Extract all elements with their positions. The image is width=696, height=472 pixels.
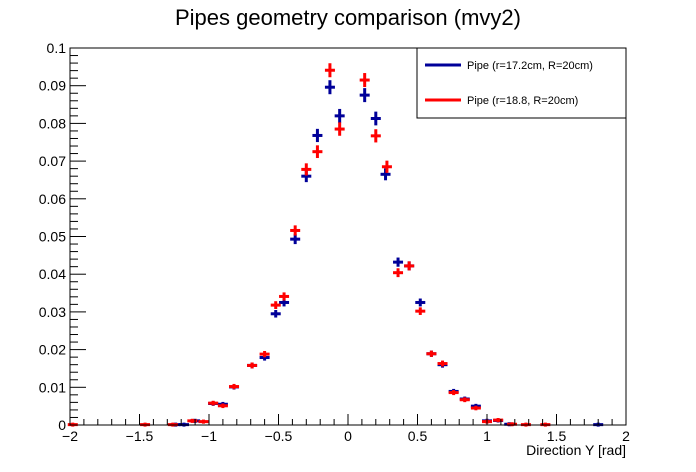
- data-layer: [67, 63, 604, 427]
- x-tick-label: 2: [622, 428, 630, 444]
- data-point: [187, 418, 198, 423]
- data-point: [381, 160, 392, 173]
- legend-entry: Pipe (r=18.8, R=20cm): [425, 95, 578, 107]
- data-point: [270, 310, 281, 318]
- data-point: [324, 80, 335, 95]
- chart-title: Pipes geometry comparison (mvy2): [175, 5, 521, 30]
- data-point: [247, 362, 258, 369]
- y-tick-label: 0.03: [39, 304, 66, 320]
- data-point: [370, 129, 381, 143]
- data-point: [470, 405, 481, 411]
- data-point: [208, 400, 219, 406]
- y-tick-label: 0: [58, 417, 66, 433]
- y-tick-label: 0.01: [39, 379, 66, 395]
- y-tick-label: 0.05: [39, 229, 66, 245]
- data-point: [437, 360, 448, 367]
- x-tick-label: 0.5: [408, 428, 428, 444]
- data-point: [312, 145, 323, 159]
- data-point: [426, 350, 437, 357]
- data-point: [290, 234, 301, 245]
- data-point: [217, 403, 228, 409]
- series-2: [67, 63, 551, 427]
- data-point: [359, 73, 370, 88]
- data-point: [415, 298, 426, 307]
- y-tick-label: 0.02: [39, 342, 66, 358]
- y-tick-label: 0.1: [47, 40, 67, 56]
- legend-entry: Pipe (r=17.2cm, R=20cm): [425, 60, 593, 72]
- data-point: [290, 225, 301, 236]
- data-point: [334, 108, 345, 123]
- y-tick-label: 0.04: [39, 266, 66, 282]
- x-axis-title: Direction Y [rad]: [526, 442, 626, 458]
- axes: −2 −1.5 −1 −0.5 0 0.5 1 1.5 2 0 0.01 0.02 0.03 0.04 0.…: [39, 40, 630, 444]
- data-point: [459, 397, 470, 403]
- series-1: [170, 80, 604, 427]
- legend-label: Pipe (r=17.2cm, R=20cm): [467, 60, 593, 72]
- y-tick-label: 0.09: [39, 78, 66, 94]
- y-tick-label: 0.08: [39, 115, 66, 131]
- data-point: [448, 390, 459, 396]
- data-point: [493, 418, 504, 423]
- legend-entries: Pipe (r=17.2cm, R=20cm) Pipe (r=18.8, R=2…: [425, 60, 593, 107]
- legend-label: Pipe (r=18.8, R=20cm): [467, 95, 578, 107]
- y-tick-label: 0.07: [39, 153, 66, 169]
- data-point: [270, 301, 281, 310]
- data-point: [393, 257, 404, 267]
- data-point: [393, 268, 404, 278]
- data-point: [198, 419, 209, 424]
- data-point: [404, 261, 415, 271]
- data-point: [359, 88, 370, 103]
- data-point: [334, 122, 345, 136]
- legend-box: [416, 47, 627, 119]
- data-point: [324, 63, 335, 78]
- x-tick-label: −0.5: [265, 428, 293, 444]
- data-point: [259, 350, 270, 358]
- x-tick-label: −1: [201, 428, 217, 444]
- data-point: [312, 128, 323, 143]
- data-point: [415, 307, 426, 315]
- data-point: [229, 383, 240, 390]
- x-tick-label: 1: [483, 428, 491, 444]
- x-tick-label: 0: [344, 428, 352, 444]
- legend: Pipe (r=17.2cm, R=20cm) Pipe (r=18.8, R=2…: [416, 47, 627, 119]
- y-tick-label: 0.06: [39, 191, 66, 207]
- x-tick-label: −1.5: [126, 428, 154, 444]
- x-tick-label: 1.5: [547, 428, 567, 444]
- data-point: [301, 163, 312, 176]
- x-tick-label: −2: [62, 428, 78, 444]
- data-point: [370, 111, 381, 126]
- data-point: [507, 422, 518, 427]
- data-point: [279, 292, 290, 301]
